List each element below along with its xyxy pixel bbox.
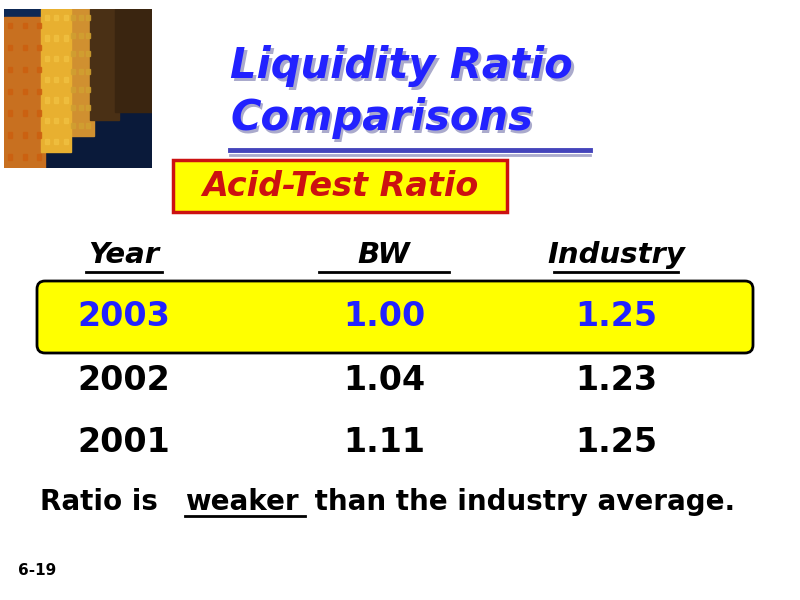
Bar	[78, 104, 83, 110]
Bar	[71, 32, 75, 38]
FancyBboxPatch shape	[37, 281, 753, 353]
Bar	[22, 67, 26, 72]
Bar	[38, 110, 42, 116]
Bar	[71, 122, 75, 128]
Bar	[38, 88, 42, 94]
Bar	[86, 14, 90, 20]
Text: Ratio is: Ratio is	[40, 488, 167, 516]
Text: 1.25: 1.25	[575, 425, 657, 458]
Bar	[86, 68, 90, 74]
Text: Industry: Industry	[547, 241, 685, 269]
Bar	[22, 110, 26, 116]
Bar	[54, 118, 58, 124]
Bar	[8, 23, 12, 28]
Text: 1.00: 1.00	[343, 301, 425, 334]
Text: Comparisons: Comparisons	[230, 97, 533, 139]
Bar	[54, 35, 58, 41]
Bar	[22, 44, 26, 50]
Text: 6-19: 6-19	[18, 563, 56, 578]
Bar	[4, 9, 152, 88]
Bar	[45, 118, 49, 124]
Bar	[78, 32, 83, 38]
Bar	[54, 139, 58, 144]
Bar	[45, 56, 49, 61]
Bar	[8, 44, 12, 50]
Text: Comparisons: Comparisons	[233, 100, 536, 142]
Bar	[78, 122, 83, 128]
Text: Acid-Test Ratio: Acid-Test Ratio	[202, 169, 478, 202]
Bar	[54, 97, 58, 103]
Bar	[45, 35, 49, 41]
Text: 2001: 2001	[78, 425, 170, 458]
Bar	[41, 9, 70, 152]
Bar	[64, 97, 68, 103]
Text: 2002: 2002	[78, 364, 170, 397]
Bar	[54, 77, 58, 82]
Bar	[86, 104, 90, 110]
Bar	[38, 154, 42, 160]
Bar	[71, 86, 75, 92]
Bar	[8, 67, 12, 72]
Bar	[64, 139, 68, 144]
Bar	[90, 9, 119, 120]
Bar	[78, 50, 83, 56]
Bar	[54, 14, 58, 20]
Bar	[54, 56, 58, 61]
Text: 1.11: 1.11	[343, 425, 425, 458]
Bar	[45, 97, 49, 103]
FancyBboxPatch shape	[173, 160, 507, 212]
Text: 1.04: 1.04	[343, 364, 425, 397]
Text: Liquidity Ratio: Liquidity Ratio	[233, 48, 576, 90]
Bar	[22, 23, 26, 28]
Text: Liquidity Ratio: Liquidity Ratio	[230, 45, 573, 87]
Bar	[4, 17, 46, 168]
Bar	[38, 67, 42, 72]
Bar	[78, 14, 83, 20]
Text: Year: Year	[89, 241, 159, 269]
Bar	[8, 110, 12, 116]
Bar	[86, 86, 90, 92]
Bar	[38, 23, 42, 28]
Bar	[64, 77, 68, 82]
Bar	[38, 133, 42, 138]
Bar	[64, 118, 68, 124]
Text: 2003: 2003	[78, 301, 170, 334]
Bar	[22, 88, 26, 94]
Bar	[71, 104, 75, 110]
Bar	[78, 68, 83, 74]
Bar	[71, 14, 75, 20]
Bar	[22, 133, 26, 138]
Bar	[38, 44, 42, 50]
Bar	[64, 35, 68, 41]
Bar	[115, 9, 152, 112]
Text: BW: BW	[358, 241, 410, 269]
Bar	[8, 88, 12, 94]
Bar	[64, 14, 68, 20]
Bar	[78, 86, 83, 92]
Text: 1.23: 1.23	[575, 364, 657, 397]
Bar	[86, 122, 90, 128]
Bar	[45, 77, 49, 82]
Text: than the industry average.: than the industry average.	[305, 488, 735, 516]
Bar	[68, 9, 94, 136]
Bar	[64, 56, 68, 61]
Text: 1.25: 1.25	[575, 301, 657, 334]
Bar	[71, 50, 75, 56]
Bar	[86, 32, 90, 38]
Text: weaker: weaker	[185, 488, 298, 516]
Bar	[8, 133, 12, 138]
Bar	[45, 14, 49, 20]
Bar	[22, 154, 26, 160]
Bar	[45, 139, 49, 144]
Bar	[71, 68, 75, 74]
Bar	[8, 154, 12, 160]
Bar	[86, 50, 90, 56]
